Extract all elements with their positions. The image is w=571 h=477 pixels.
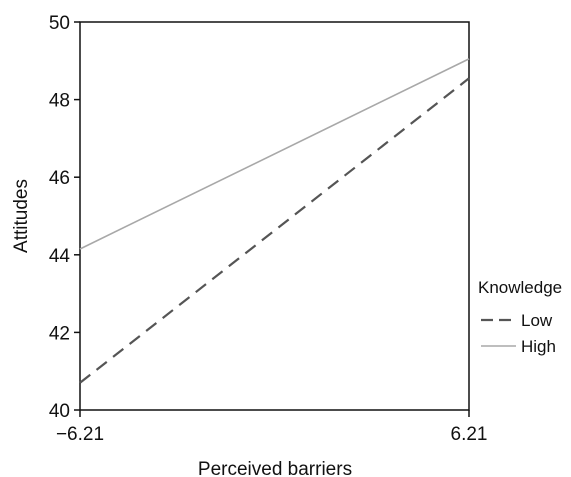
plot-frame [79,21,470,411]
series-line-high [79,58,470,250]
x-tick-label: −6.21 [56,424,104,445]
y-tick-label: 50 [49,13,70,34]
x-axis: −6.21 6.21 [56,410,488,445]
y-axis-title: Attitudes [11,179,32,253]
x-axis-title: Perceived barriers [198,459,352,477]
y-tick-label: 48 [49,91,70,112]
legend-label-high: High [521,337,556,356]
series-layer [79,58,470,384]
y-tick-label: 46 [49,168,70,189]
legend-title: Knowledge [478,278,562,297]
legend-label-low: Low [521,311,553,330]
y-axis: 40 42 44 46 48 50 [49,13,80,422]
series-line-low [79,77,470,384]
y-tick-label: 40 [49,401,70,422]
legend: Knowledge Low High [478,278,562,356]
x-tick-label: 6.21 [451,424,488,445]
y-tick-label: 42 [49,323,70,344]
y-tick-label: 44 [49,246,71,267]
